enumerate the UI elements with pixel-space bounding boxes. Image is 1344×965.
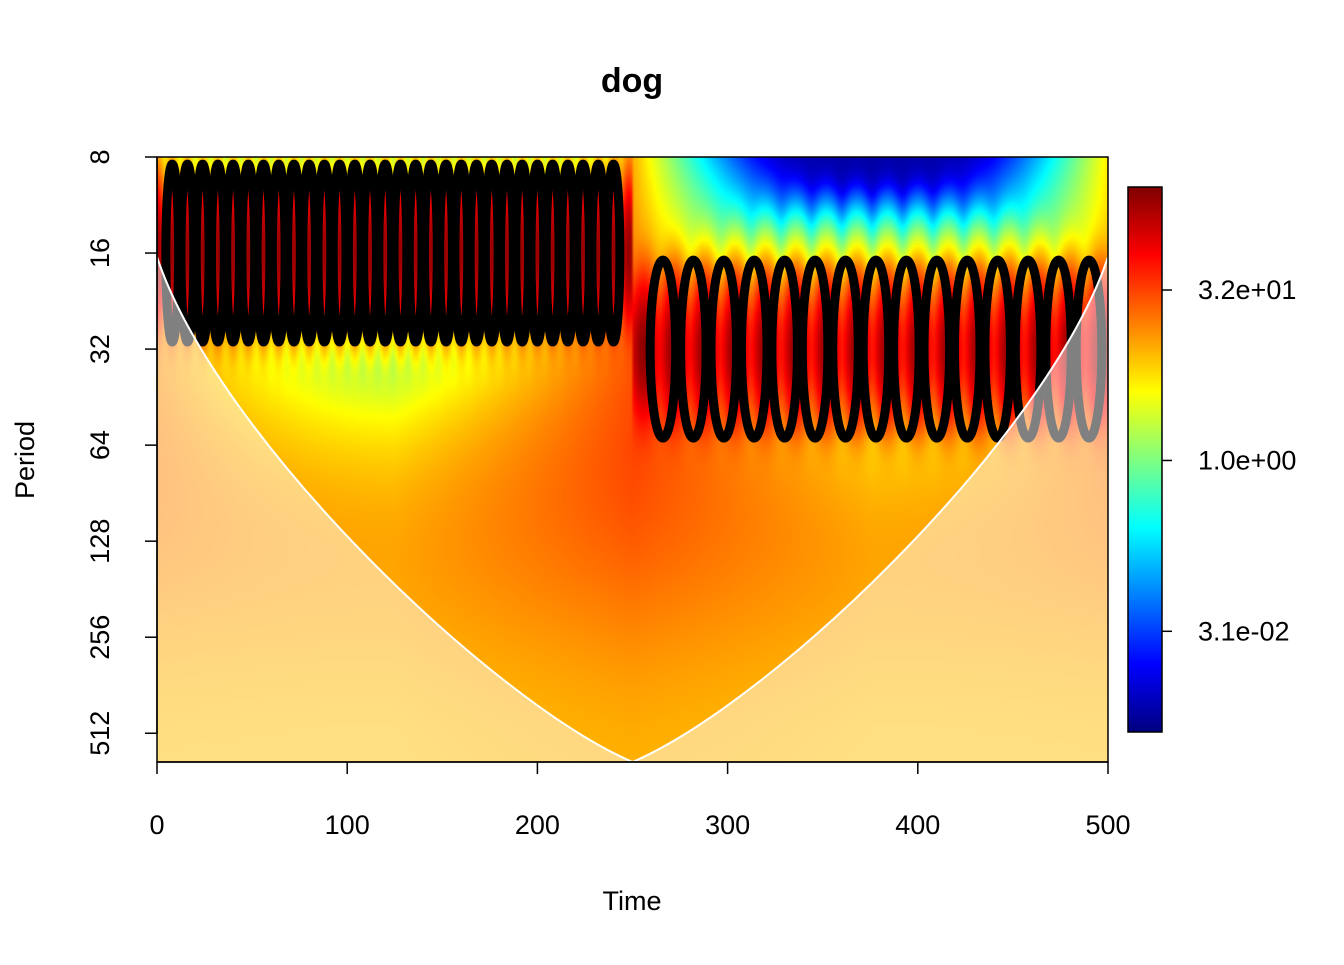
significance-contour [736, 255, 772, 443]
y-axis: 8 16 32 64 128 256 512 [85, 149, 158, 756]
chart-title: dog [601, 62, 663, 100]
cone-of-influence-shade [157, 157, 1108, 762]
significance-contour [828, 255, 863, 443]
y-tick-label: 16 [85, 238, 115, 268]
y-tick-label: 8 [85, 149, 115, 164]
significance-contour [949, 255, 985, 443]
x-tick-label: 0 [149, 810, 164, 840]
y-tick-label: 32 [85, 334, 115, 364]
x-tick-label: 300 [705, 810, 750, 840]
y-tick-label: 64 [85, 430, 115, 460]
colorbar-ticks: 3.1e-02 1.0e+00 3.2e+01 [1162, 275, 1296, 646]
colorbar-gradient [1127, 186, 1163, 733]
x-tick-label: 400 [895, 810, 940, 840]
x-tick-label: 100 [325, 810, 370, 840]
significance-contour [858, 255, 894, 443]
significance-contour [919, 255, 955, 443]
x-axis-label: Time [603, 886, 662, 916]
significance-contour [645, 255, 681, 443]
cone-of-influence-line [157, 256, 1108, 762]
y-tick-label: 512 [85, 711, 115, 756]
x-tick-label: 200 [515, 810, 560, 840]
significance-contour [706, 255, 742, 443]
x-axis: 0 100 200 300 400 500 [149, 761, 1131, 840]
y-axis-label: Period [10, 421, 40, 499]
colorbar-tick-label: 3.1e-02 [1198, 616, 1290, 646]
y-tick-label: 128 [85, 519, 115, 564]
y-tick-label: 256 [85, 615, 115, 660]
plot-area [157, 157, 1108, 762]
colorbar: 3.1e-02 1.0e+00 3.2e+01 [1127, 186, 1296, 733]
x-tick-label: 500 [1085, 810, 1130, 840]
significance-contour [602, 159, 625, 347]
significance-contour [797, 255, 833, 443]
significance-contour [980, 255, 1015, 443]
colorbar-tick-label: 3.2e+01 [1198, 275, 1296, 305]
colorbar-tick-label: 1.0e+00 [1198, 445, 1296, 475]
significance-contour [767, 255, 802, 443]
significance-contour [676, 255, 711, 443]
significance-contour [889, 255, 924, 443]
